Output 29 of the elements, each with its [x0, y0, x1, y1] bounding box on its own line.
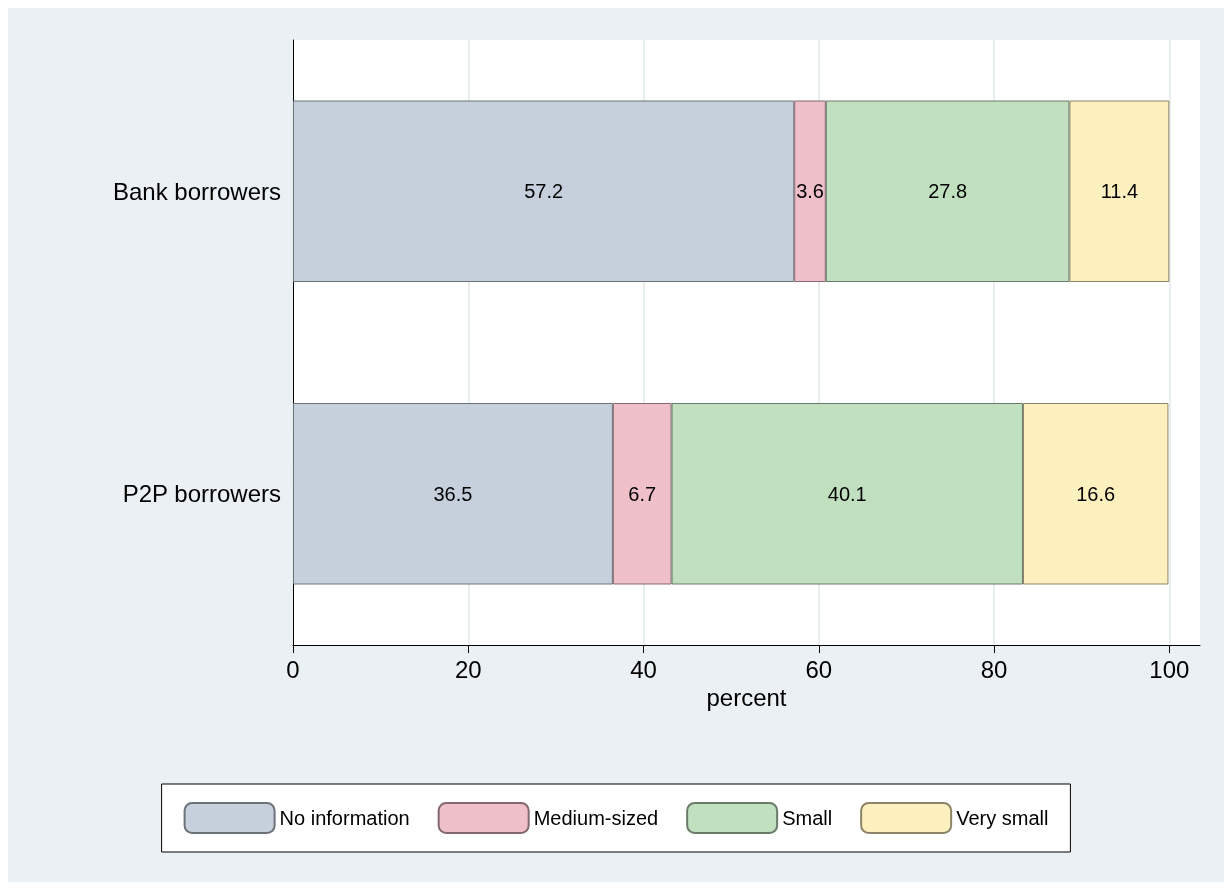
- data-label: 11.4: [1100, 180, 1139, 203]
- data-label: 36.5: [433, 482, 473, 505]
- data-label: 6.7: [628, 482, 657, 505]
- bar: [1069, 100, 1170, 282]
- legend-label: Very small: [956, 807, 1049, 829]
- x-tick-label: 80: [980, 655, 1008, 683]
- data-label: 3.6: [796, 180, 824, 203]
- x-tick-label: 100: [1149, 655, 1190, 683]
- data-label: 16.6: [1076, 482, 1116, 505]
- bar: [293, 100, 795, 282]
- data-label: 40.1: [827, 482, 867, 505]
- legend-label: No information: [279, 807, 410, 829]
- x-tick-label: 40: [630, 655, 657, 683]
- data-label: 57.2: [524, 180, 564, 203]
- x-tick-label: 0: [286, 655, 300, 683]
- data-label: 27.8: [928, 180, 968, 203]
- bar: [794, 100, 826, 282]
- bar: [671, 403, 1023, 585]
- x-tick-label: 60: [805, 655, 833, 683]
- bar: [612, 403, 672, 585]
- legend-label: Medium-sized: [533, 807, 659, 829]
- y-tick-label: P2P borrowers: [122, 480, 281, 508]
- y-tick-label: Bank borrowers: [112, 177, 281, 205]
- bar: [293, 403, 613, 585]
- bar: [825, 100, 1070, 282]
- x-tick-label: 20: [454, 655, 482, 683]
- bar: [1022, 403, 1169, 585]
- legend-label: Small: [782, 807, 833, 829]
- x-axis-title: percent: [706, 684, 787, 712]
